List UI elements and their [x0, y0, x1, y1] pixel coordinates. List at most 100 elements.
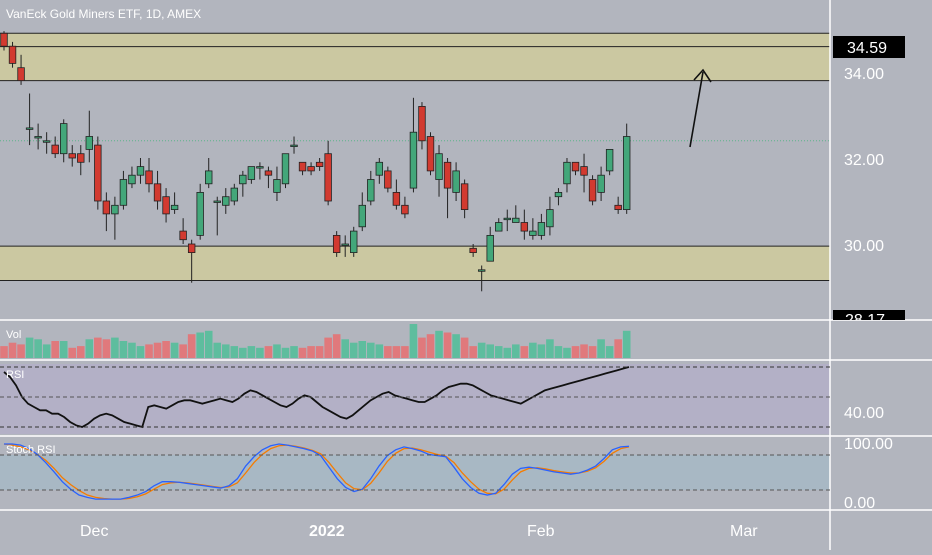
candle-body [102, 200, 111, 215]
candle-body [77, 153, 85, 163]
candle-body [162, 196, 170, 215]
volume-bar [17, 344, 25, 358]
volume-bar [341, 339, 349, 358]
volume-bar [34, 339, 42, 358]
volume-bar [247, 346, 256, 358]
time-label-mar: Mar [730, 523, 758, 540]
candle-body [622, 136, 631, 210]
volume-bar [460, 337, 469, 358]
volume-pane-label: Vol [6, 329, 21, 341]
volume-bar [332, 334, 341, 358]
candle-body [213, 200, 221, 203]
volume-bar [119, 341, 128, 358]
candle-body [588, 179, 597, 202]
volume-bar [315, 346, 324, 358]
candle-body [580, 166, 588, 176]
volume-bar [529, 342, 537, 358]
volume-bar [307, 346, 315, 358]
candle-body [94, 144, 102, 202]
candle-body [495, 222, 503, 232]
volume-bar [571, 346, 580, 358]
stoch-tick-label: 0.00 [844, 495, 875, 512]
candle-body [42, 140, 51, 143]
candle-body [179, 230, 187, 241]
volume-bar [145, 344, 153, 358]
candle-body [367, 179, 375, 202]
candle-body [34, 136, 42, 139]
volume-bar [0, 346, 8, 358]
trend-arrow-annotation [689, 68, 712, 148]
candle-body [452, 170, 460, 193]
candle-body [187, 243, 196, 253]
candle-body [0, 32, 8, 47]
candle-body [290, 144, 298, 148]
candle-body [418, 106, 426, 142]
candle-body [477, 269, 486, 272]
volume-bar [349, 342, 358, 358]
rsi-tick-label: 40.00 [844, 405, 884, 422]
volume-bar [469, 346, 477, 358]
volume-series [0, 324, 631, 358]
volume-bar [588, 346, 597, 358]
volume-bar [59, 341, 68, 358]
volume-bar [230, 346, 239, 358]
candle-body [546, 209, 554, 228]
candle-body [298, 161, 307, 172]
arrow-shaft [689, 71, 704, 148]
volume-bar [494, 346, 503, 358]
candle-body [281, 153, 290, 185]
volume-bar [68, 347, 77, 358]
stoch-tick-label: 100.00 [844, 436, 893, 453]
candle-body [85, 136, 93, 150]
hidden-price-label: 28.17 [845, 312, 885, 329]
volume-bar [409, 324, 418, 358]
volume-bar [435, 330, 443, 358]
volume-bar [443, 332, 452, 358]
stoch-pane-label: Stoch RSI [6, 444, 56, 456]
candle-body [196, 191, 204, 236]
rsi-series [3, 366, 630, 429]
candle-body [17, 67, 25, 81]
candle-body [401, 204, 409, 215]
candle-body [597, 174, 605, 193]
candle-body [128, 174, 136, 185]
candle-body [563, 161, 571, 185]
current-price-badge: 34.59 [833, 36, 905, 58]
volume-bar [204, 330, 213, 358]
volume-bar [94, 337, 102, 358]
candle-body [136, 166, 145, 176]
volume-bar [170, 342, 179, 358]
candle-body [554, 191, 563, 198]
volume-bar [85, 339, 94, 358]
volume-bar [298, 347, 307, 358]
candle-body [222, 196, 230, 206]
candle-body [384, 170, 392, 189]
candle-body [537, 222, 546, 236]
candle-body [435, 153, 443, 180]
candle-body [68, 153, 76, 159]
hidden-price-badge: 28.17 [833, 310, 905, 329]
volume-bar [281, 347, 290, 358]
volume-bar [239, 347, 247, 358]
candle-body [614, 204, 622, 211]
candle-body [205, 170, 213, 185]
price-zone [0, 246, 830, 281]
candle-body [230, 187, 239, 202]
volume-bar [477, 342, 486, 358]
stoch-k-line [4, 443, 630, 500]
volume-bar [153, 342, 162, 358]
volume-bar [324, 337, 332, 358]
candle-body [111, 204, 119, 215]
volume-bar [358, 341, 367, 358]
stoch-rsi-series [3, 443, 630, 500]
volume-bar [196, 332, 204, 358]
price-tick-label: 32.00 [844, 152, 884, 169]
candle-body [358, 204, 366, 228]
candle-body [307, 166, 315, 172]
volume-bar [554, 346, 563, 358]
candle-body [60, 123, 68, 155]
volume-bar [102, 339, 111, 358]
volume-bar [605, 346, 614, 358]
